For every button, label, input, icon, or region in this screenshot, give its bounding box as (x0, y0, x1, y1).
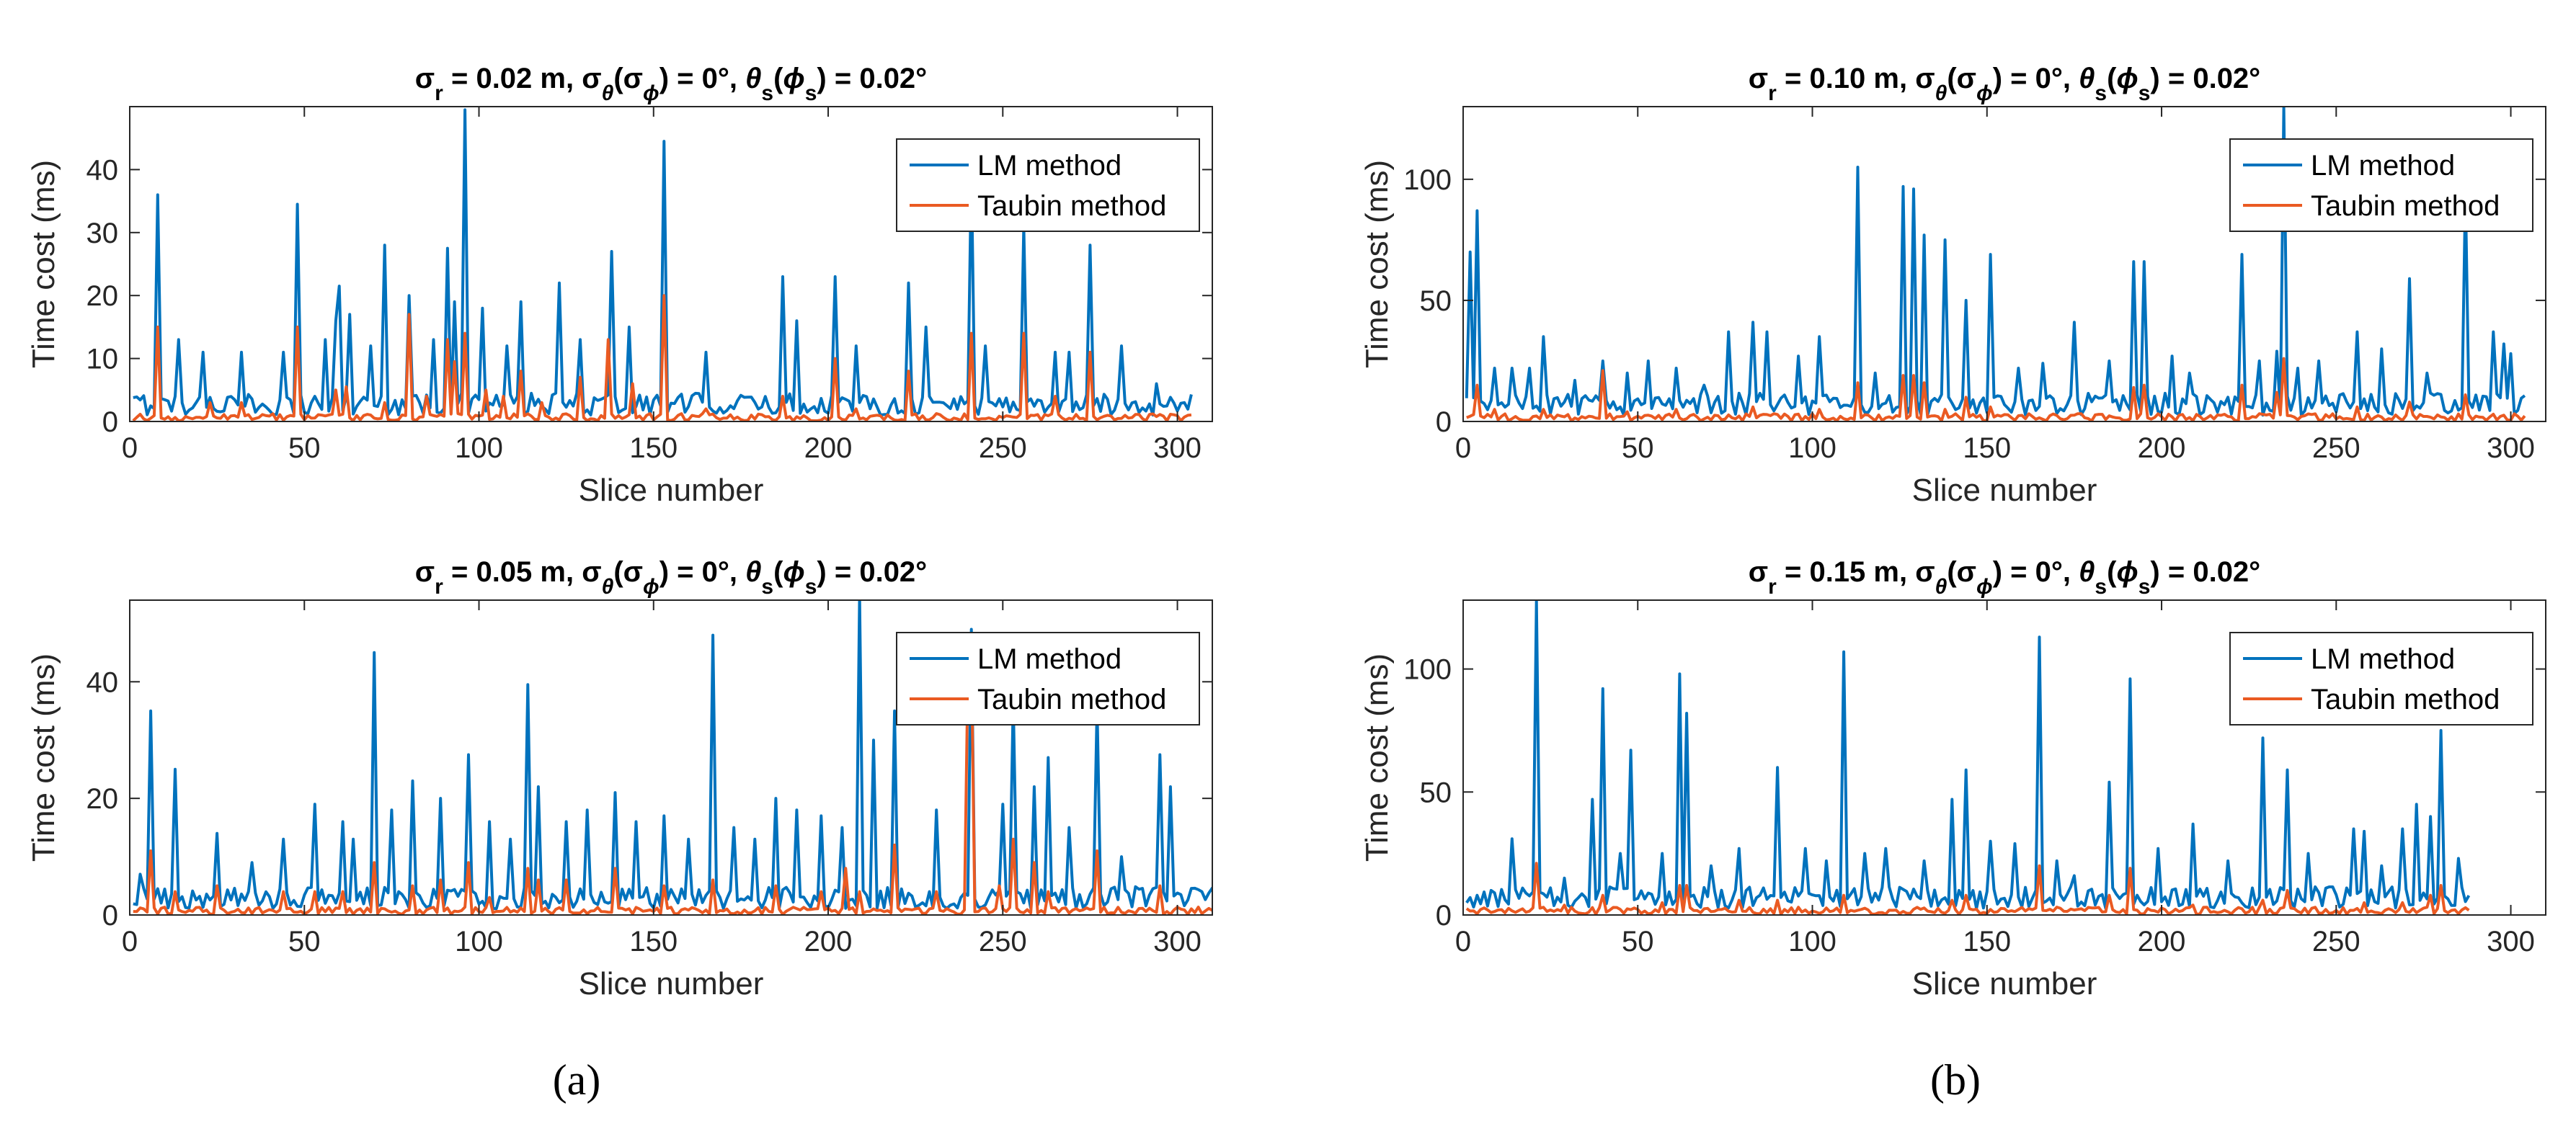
x-tick-label: 200 (804, 926, 853, 957)
chart-b-bottom: σr = 0.15 m, σθ(σϕ) = 0°, θs(ϕs) = 0.02°… (1359, 556, 2546, 1001)
x-tick-label: 50 (1622, 926, 1654, 957)
series-taubin-line (1466, 357, 2526, 421)
x-tick-label: 100 (455, 926, 503, 957)
chart-title: σr = 0.05 m, σθ(σϕ) = 0°, θs(ϕs) = 0.02° (415, 556, 927, 599)
y-tick-label: 100 (1403, 164, 1452, 196)
chart-a-top: σr = 0.02 m, σθ(σϕ) = 0°, θs(ϕs) = 0.02°… (26, 63, 1213, 508)
y-tick-label: 20 (86, 783, 119, 815)
x-tick-label: 0 (122, 432, 138, 464)
x-axis-label: Slice number (1912, 473, 2097, 508)
series-taubin-line (1465, 862, 2470, 915)
legend-item-lm-label: LM method (977, 150, 1122, 182)
y-tick-label: 0 (102, 406, 118, 438)
y-tick-label: 0 (102, 900, 118, 932)
legend-item-taubin-label: Taubin method (977, 190, 1166, 222)
x-tick-label: 100 (1788, 926, 1836, 957)
x-tick-label: 200 (2138, 926, 2186, 957)
plot-frame (129, 599, 1213, 916)
legend-item-taubin-label: Taubin method (2311, 684, 2500, 715)
series-lm-line (1465, 107, 2526, 417)
y-axis-label: Time cost (ms) (1359, 653, 1395, 862)
x-tick-label: 250 (2312, 926, 2360, 957)
y-tick-label: 20 (86, 280, 119, 312)
x-tick-label: 250 (2312, 432, 2360, 464)
x-tick-label: 0 (1455, 926, 1471, 957)
legend-box (2229, 138, 2533, 232)
x-tick-label: 0 (122, 926, 138, 957)
x-tick-label: 50 (288, 926, 321, 957)
x-tick-label: 100 (455, 432, 503, 464)
series-taubin-line (132, 294, 1192, 421)
legend-item-lm-label: LM method (977, 643, 1122, 675)
x-tick-label: 300 (1153, 432, 1202, 464)
y-axis-label: Time cost (ms) (26, 160, 61, 368)
legend-item-taubin-label: Taubin method (2311, 190, 2500, 222)
legend-box (896, 632, 1200, 726)
x-tick-label: 50 (1622, 432, 1654, 464)
x-axis-label: Slice number (1912, 966, 2097, 1001)
series-taubin-line (133, 651, 1212, 915)
legend-item-lm-label: LM method (2311, 643, 2455, 675)
series-lm-line (133, 108, 1193, 417)
chart-title: σr = 0.10 m, σθ(σϕ) = 0°, θs(ϕs) = 0.02° (1749, 63, 2260, 105)
x-tick-label: 300 (2487, 926, 2535, 957)
chart-title: σr = 0.15 m, σθ(σϕ) = 0°, θs(ϕs) = 0.02° (1749, 556, 2260, 599)
x-tick-label: 200 (2138, 432, 2186, 464)
y-tick-label: 50 (1420, 777, 1452, 808)
x-axis-label: Slice number (579, 473, 764, 508)
y-tick-label: 40 (86, 154, 119, 186)
x-tick-label: 0 (1455, 432, 1471, 464)
x-tick-label: 200 (804, 432, 853, 464)
y-tick-label: 0 (1436, 900, 1452, 932)
x-tick-label: 300 (1153, 926, 1202, 957)
x-tick-label: 150 (629, 926, 678, 957)
chart-b-top: σr = 0.10 m, σθ(σϕ) = 0°, θs(ϕs) = 0.02°… (1359, 63, 2546, 508)
legend-box (896, 138, 1200, 232)
series-lm-line (1465, 600, 2471, 910)
caption-a: (a) (552, 1056, 601, 1104)
chart-title: σr = 0.02 m, σθ(σϕ) = 0°, θs(ϕs) = 0.02° (415, 63, 927, 105)
y-tick-label: 100 (1403, 654, 1452, 686)
legend-item-taubin-label: Taubin method (977, 684, 1166, 715)
x-tick-label: 150 (1963, 926, 2011, 957)
y-tick-label: 50 (1420, 285, 1452, 317)
x-axis-label: Slice number (579, 966, 764, 1001)
legend-item-lm-label: LM method (2311, 150, 2455, 182)
x-tick-label: 300 (2487, 432, 2535, 464)
y-tick-label: 30 (86, 218, 119, 249)
y-tick-label: 10 (86, 344, 119, 375)
y-tick-label: 40 (86, 666, 119, 698)
y-tick-label: 0 (1436, 406, 1452, 438)
x-tick-label: 150 (629, 432, 678, 464)
chart-a-bottom: σr = 0.05 m, σθ(σϕ) = 0°, θs(ϕs) = 0.02°… (26, 556, 1213, 1001)
plot-frame (1462, 599, 2546, 916)
plot-frame (1462, 106, 2546, 422)
x-tick-label: 250 (979, 432, 1027, 464)
x-tick-label: 150 (1963, 432, 2011, 464)
x-tick-label: 50 (288, 432, 321, 464)
x-tick-label: 100 (1788, 432, 1836, 464)
y-axis-label: Time cost (ms) (1359, 160, 1395, 368)
caption-b: (b) (1930, 1056, 1981, 1104)
y-axis-label: Time cost (ms) (26, 653, 61, 862)
plot-frame (129, 106, 1213, 422)
legend-box (2229, 632, 2533, 726)
x-tick-label: 250 (979, 926, 1027, 957)
